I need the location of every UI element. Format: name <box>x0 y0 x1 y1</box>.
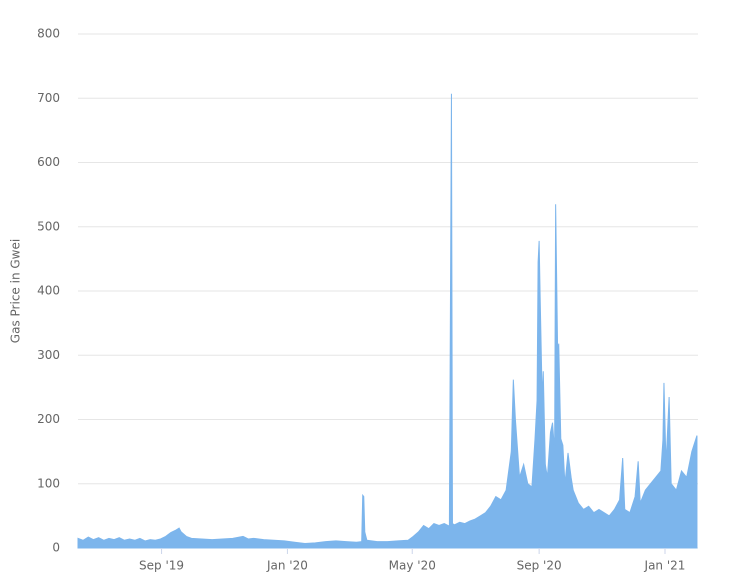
x-tick-label: Jan '20 <box>266 559 308 573</box>
x-tick-label: Sep '19 <box>139 559 184 573</box>
x-tick-label: Jan '21 <box>644 559 686 573</box>
y-tick-label: 0 <box>52 541 60 555</box>
y-tick-label: 200 <box>37 412 60 426</box>
y-tick-label: 600 <box>37 155 60 169</box>
y-tick-label: 500 <box>37 219 60 233</box>
y-tick-label: 700 <box>37 91 60 105</box>
x-tick-label: Sep '20 <box>517 559 562 573</box>
area <box>77 93 698 549</box>
y-tick-label: 100 <box>37 476 60 490</box>
x-tick-label: May '20 <box>389 559 436 573</box>
y-tick-label: 400 <box>37 284 60 298</box>
y-axis-label: Gas Price in Gwei <box>9 239 23 343</box>
y-tick-label: 800 <box>37 27 60 41</box>
y-tick-label: 300 <box>37 348 60 362</box>
